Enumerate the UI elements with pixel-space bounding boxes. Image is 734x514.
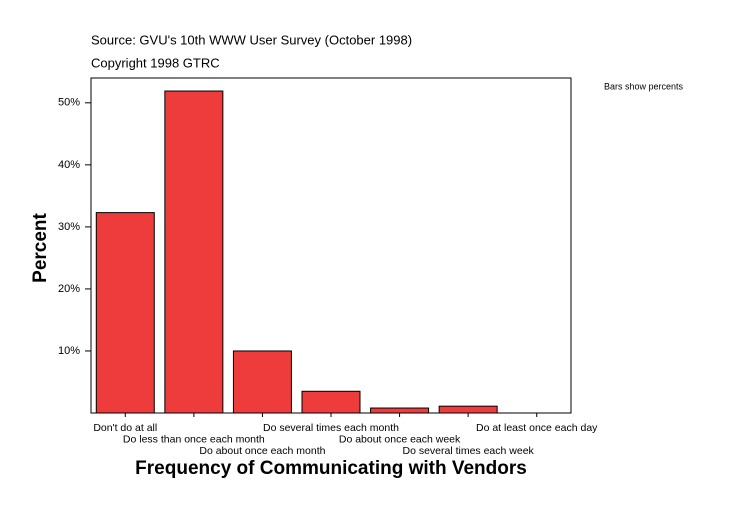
x-tick-label: Do about once each month (199, 445, 325, 457)
y-tick-label: 50% (58, 97, 80, 109)
y-axis-title: Percent (30, 212, 51, 282)
note: Bars show percents (604, 81, 684, 91)
x-tick-label: Do about once each week (339, 433, 461, 445)
y-tick-label: 40% (58, 159, 80, 171)
x-tick-label: Don't do at all (93, 422, 157, 434)
y-tick-label: 30% (58, 221, 80, 233)
copyright: Copyright 1998 GTRC (91, 55, 220, 70)
bar (438, 405, 498, 414)
y-tick-label: 20% (58, 283, 80, 295)
plot-frame (90, 77, 572, 414)
x-axis-title: Frequency of Communicating with Vendors (135, 458, 527, 479)
bar (164, 90, 224, 414)
x-tick-label: Do several times each month (263, 422, 399, 434)
bar (95, 212, 155, 414)
x-tick-label: Do less than once each month (123, 433, 265, 445)
bar (370, 407, 430, 414)
x-tick-label: Do at least once each day (476, 422, 598, 434)
bar (301, 390, 361, 414)
source: Source: GVU's 10th WWW User Survey (Octo… (91, 32, 412, 47)
bar (232, 350, 292, 414)
y-tick-label: 10% (58, 345, 80, 357)
x-tick-label: Do several times each week (402, 445, 534, 457)
